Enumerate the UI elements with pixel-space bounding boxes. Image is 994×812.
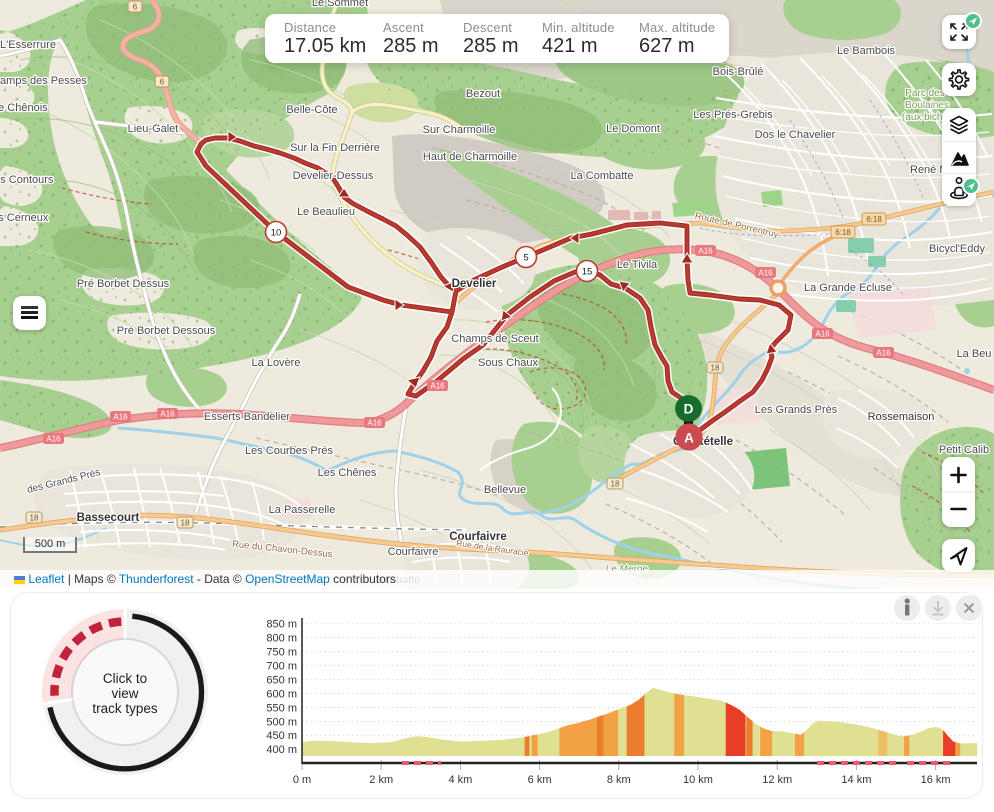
svg-text:Petit Calib: Petit Calib (939, 444, 989, 456)
svg-text:A16: A16 (430, 382, 445, 391)
svg-text:8 km: 8 km (607, 774, 631, 786)
svg-text:Les Grands Près: Les Grands Près (755, 404, 838, 416)
svg-text:Le Chênois: Le Chênois (0, 102, 48, 114)
svg-text:La Beu: La Beu (957, 348, 992, 360)
svg-text:Boulaines: Boulaines (905, 100, 949, 111)
svg-text:Le Sommet: Le Sommet (312, 0, 368, 9)
svg-text:Courfaivre: Courfaivre (388, 546, 439, 558)
svg-text:800 m: 800 m (266, 632, 297, 644)
svg-text:A: A (684, 431, 694, 446)
svg-text:6: 6 (133, 3, 138, 12)
svg-text:Belle-Côte: Belle-Côte (286, 104, 337, 116)
svg-text:Develier-Dessus: Develier-Dessus (293, 170, 374, 182)
svg-text:18: 18 (711, 364, 720, 373)
svg-text:Le Domont: Le Domont (606, 123, 660, 135)
svg-text:view: view (111, 686, 138, 701)
svg-text:6: 6 (160, 78, 165, 87)
svg-text:Parc des: Parc des (905, 88, 944, 99)
svg-text:Les Courbes Prés: Les Courbes Prés (245, 445, 334, 457)
svg-text:Bicycl'Eddy: Bicycl'Eddy (929, 243, 985, 255)
svg-text:6:18: 6:18 (835, 228, 851, 237)
svg-text:Le Tivila: Le Tivila (617, 259, 658, 271)
svg-text:Click to: Click to (103, 671, 147, 686)
svg-text:(aux biche: (aux biche (902, 112, 949, 123)
svg-text:Bezout: Bezout (466, 88, 500, 100)
svg-text:550 m: 550 m (266, 702, 297, 714)
svg-text:Rossemaison: Rossemaison (868, 411, 935, 423)
svg-text:Haut de Charmoille: Haut de Charmoille (423, 151, 517, 163)
svg-text:5: 5 (523, 253, 528, 264)
svg-text:16 km: 16 km (921, 774, 951, 786)
svg-text:18: 18 (611, 480, 620, 489)
svg-text:René M: René M (910, 164, 949, 176)
svg-text:10 km: 10 km (683, 774, 713, 786)
svg-text:14 km: 14 km (841, 774, 871, 786)
svg-text:Sous Chaux: Sous Chaux (478, 357, 538, 369)
svg-text:A16: A16 (815, 330, 830, 339)
svg-text:track types: track types (92, 701, 158, 716)
svg-text:A16: A16 (113, 413, 128, 422)
svg-text:6 km: 6 km (528, 774, 552, 786)
svg-text:Bellevue: Bellevue (484, 484, 526, 496)
svg-text:15: 15 (582, 267, 593, 278)
svg-text:Champs de Sceut: Champs de Sceut (451, 333, 538, 345)
svg-text:Bois-Brûlé: Bois-Brûlé (713, 66, 764, 78)
svg-text:Les Contours: Les Contours (0, 174, 54, 186)
svg-text:A16: A16 (367, 419, 382, 428)
svg-text:Les Prés-Grebis: Les Prés-Grebis (693, 109, 773, 121)
svg-text:500 m: 500 m (266, 716, 297, 728)
svg-text:A16: A16 (698, 247, 713, 256)
svg-text:Sur Charmoille: Sur Charmoille (423, 124, 496, 136)
svg-text:Le Bambois: Le Bambois (837, 45, 896, 57)
svg-text:4 km: 4 km (448, 774, 472, 786)
svg-text:18: 18 (30, 514, 39, 523)
svg-text:850 m: 850 m (266, 619, 297, 631)
svg-text:Pré Borbet Dessus: Pré Borbet Dessus (77, 278, 170, 290)
svg-text:400 m: 400 m (266, 744, 297, 756)
svg-text:Bassecourt: Bassecourt (77, 512, 140, 524)
svg-text:0 m: 0 m (293, 774, 311, 786)
svg-text:10: 10 (271, 228, 282, 239)
svg-text:A16: A16 (876, 349, 891, 358)
svg-text:A16: A16 (758, 269, 773, 278)
svg-text:Esserts Bandelier: Esserts Bandelier (204, 411, 291, 423)
svg-text:Dos le Chavelier: Dos le Chavelier (755, 129, 836, 141)
svg-text:L'Esserrure: L'Esserrure (0, 39, 56, 51)
svg-text:La Passerelle: La Passerelle (269, 504, 336, 516)
svg-text:La Lovère: La Lovère (252, 357, 301, 369)
svg-text:18: 18 (181, 519, 190, 528)
svg-text:A16: A16 (46, 435, 61, 444)
svg-text:La Combatte: La Combatte (571, 170, 634, 182)
svg-text:650 m: 650 m (266, 674, 297, 686)
svg-text:12 km: 12 km (762, 774, 792, 786)
svg-text:Courfaivre: Courfaivre (449, 531, 507, 543)
svg-text:Le Beaulieu: Le Beaulieu (297, 206, 355, 218)
svg-text:D: D (684, 402, 694, 417)
svg-text:6:18: 6:18 (866, 215, 882, 224)
svg-text:750 m: 750 m (266, 646, 297, 658)
svg-text:Develier: Develier (452, 278, 497, 290)
svg-text:Les Cerneux: Les Cerneux (0, 212, 49, 224)
svg-text:Sur la Fin Derrière: Sur la Fin Derrière (290, 142, 380, 154)
svg-text:2 km: 2 km (369, 774, 393, 786)
svg-text:Les Chênes: Les Chênes (318, 467, 377, 479)
svg-text:450 m: 450 m (266, 730, 297, 742)
svg-text:Champs des Pesses: Champs des Pesses (0, 75, 87, 87)
svg-text:Lieu-Galet: Lieu-Galet (128, 123, 179, 135)
svg-text:600 m: 600 m (266, 688, 297, 700)
svg-text:Pré Borbet Dessous: Pré Borbet Dessous (117, 325, 216, 337)
svg-text:A16: A16 (160, 410, 175, 419)
svg-text:La Grande Ecluse: La Grande Ecluse (804, 282, 892, 294)
svg-text:700 m: 700 m (266, 660, 297, 672)
